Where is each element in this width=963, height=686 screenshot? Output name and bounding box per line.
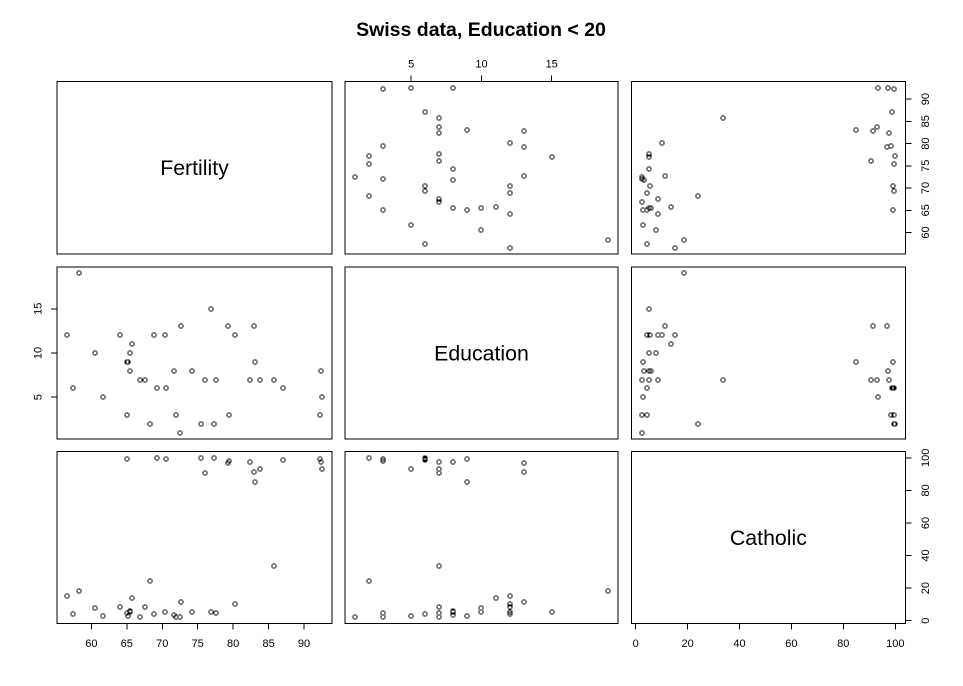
- svg-text:85: 85: [920, 115, 932, 127]
- svg-text:65: 65: [121, 638, 133, 650]
- svg-text:10: 10: [33, 347, 45, 359]
- svg-text:40: 40: [733, 638, 745, 650]
- svg-text:65: 65: [920, 204, 932, 216]
- svg-text:80: 80: [920, 137, 932, 149]
- svg-text:75: 75: [192, 638, 204, 650]
- svg-text:75: 75: [920, 160, 932, 172]
- svg-text:10: 10: [475, 59, 487, 71]
- svg-text:70: 70: [156, 638, 168, 650]
- svg-text:15: 15: [546, 59, 558, 71]
- svg-text:Education: Education: [434, 341, 529, 365]
- svg-text:90: 90: [920, 93, 932, 105]
- svg-text:60: 60: [785, 638, 797, 650]
- svg-text:20: 20: [681, 638, 693, 650]
- svg-text:60: 60: [85, 638, 97, 650]
- svg-text:5: 5: [33, 394, 45, 400]
- svg-text:5: 5: [408, 59, 414, 71]
- svg-text:90: 90: [298, 638, 310, 650]
- svg-text:Fertility: Fertility: [160, 156, 229, 180]
- svg-text:0: 0: [920, 618, 932, 624]
- svg-text:15: 15: [33, 303, 45, 315]
- svg-text:70: 70: [920, 182, 932, 194]
- svg-text:Swiss data, Education < 20: Swiss data, Education < 20: [356, 19, 606, 41]
- svg-text:40: 40: [920, 549, 932, 561]
- svg-text:100: 100: [886, 638, 904, 650]
- svg-text:80: 80: [227, 638, 239, 650]
- svg-text:20: 20: [920, 582, 932, 594]
- svg-text:0: 0: [633, 638, 639, 650]
- svg-text:85: 85: [262, 638, 274, 650]
- svg-text:60: 60: [920, 517, 932, 529]
- svg-text:100: 100: [920, 449, 932, 467]
- svg-text:60: 60: [920, 226, 932, 238]
- svg-text:80: 80: [920, 484, 932, 496]
- svg-text:80: 80: [837, 638, 849, 650]
- svg-text:Catholic: Catholic: [730, 526, 807, 550]
